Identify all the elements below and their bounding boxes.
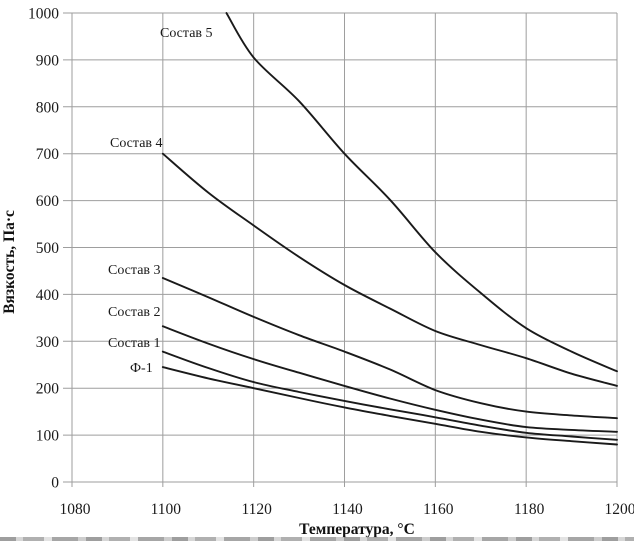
x-tick-label: 1140 bbox=[332, 501, 363, 518]
y-tick-label: 1000 bbox=[28, 6, 59, 23]
series-line-1 bbox=[225, 12, 618, 373]
y-tick-label: 600 bbox=[36, 193, 60, 210]
series-line-3 bbox=[161, 277, 618, 420]
series-line-4 bbox=[161, 325, 618, 433]
y-tick-label: 400 bbox=[36, 287, 60, 304]
series-label-2: Состав 4 bbox=[110, 136, 163, 151]
x-tick-label: 1200 bbox=[605, 501, 634, 518]
series-line-2 bbox=[161, 152, 618, 387]
y-tick-label: 800 bbox=[36, 99, 60, 116]
y-tick-label: 0 bbox=[51, 475, 59, 492]
y-tick-label: 300 bbox=[36, 334, 60, 351]
series-line-5 bbox=[161, 350, 618, 441]
series-label-3: Состав 3 bbox=[108, 263, 161, 278]
x-tick-label: 1160 bbox=[423, 501, 454, 518]
x-tick-label: 1180 bbox=[514, 501, 545, 518]
x-tick-label: 1080 bbox=[60, 501, 91, 518]
x-axis-title: Температура, °C bbox=[299, 521, 415, 538]
series-label-6: Ф-1 bbox=[130, 361, 153, 376]
series-label-5: Состав 1 bbox=[108, 336, 161, 351]
scan-artifact-band bbox=[0, 537, 634, 541]
x-tick-label: 1100 bbox=[151, 501, 182, 518]
series-label-4: Состав 2 bbox=[108, 305, 161, 320]
x-tick-label: 1120 bbox=[241, 501, 272, 518]
series-label-1: Состав 5 bbox=[160, 26, 213, 41]
y-tick-label: 900 bbox=[36, 52, 60, 69]
series-line-6 bbox=[161, 366, 618, 446]
y-tick-label: 100 bbox=[36, 428, 60, 445]
y-tick-label: 200 bbox=[36, 381, 60, 398]
y-axis-title: Вязкость, Па·с bbox=[1, 210, 18, 314]
y-tick-label: 700 bbox=[36, 146, 60, 163]
y-tick-label: 500 bbox=[36, 240, 60, 257]
